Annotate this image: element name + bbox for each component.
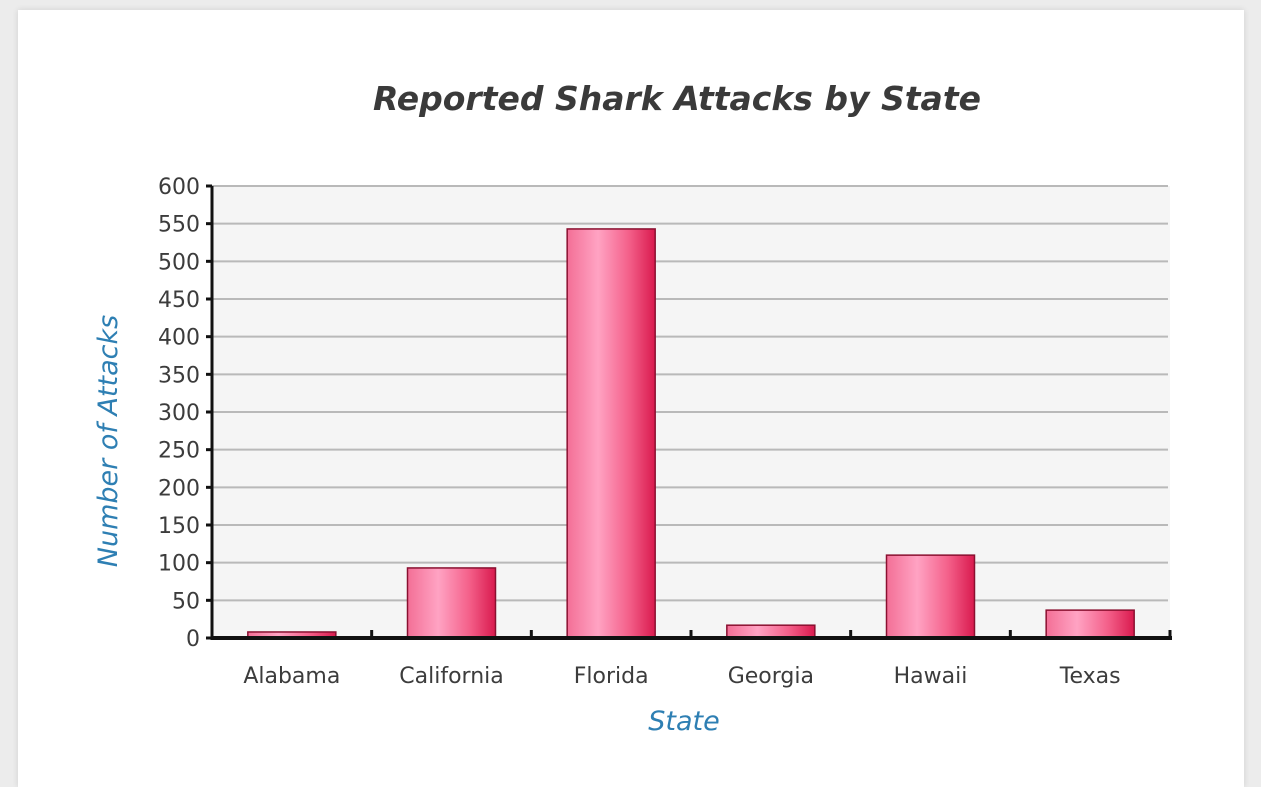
x-tick-label: California bbox=[399, 664, 503, 689]
y-tick-label: 450 bbox=[158, 288, 200, 313]
y-tick-label: 0 bbox=[186, 627, 200, 652]
x-tick-label: Florida bbox=[574, 664, 649, 689]
y-tick-label: 250 bbox=[158, 439, 200, 464]
bar-hawaii bbox=[885, 554, 976, 639]
chart-title: Reported Shark Attacks by State bbox=[373, 79, 981, 118]
x-tick-labels: Alabama California Florida Georgia Hawaii Tex… bbox=[243, 664, 1120, 689]
y-tick-label: 550 bbox=[158, 213, 200, 238]
y-tick-label: 300 bbox=[158, 401, 200, 426]
x-tick-label: Texas bbox=[1059, 664, 1121, 689]
bar-florida bbox=[566, 228, 656, 639]
y-tick-label: 600 bbox=[158, 175, 200, 200]
x-tick-label: Georgia bbox=[728, 664, 814, 689]
x-axis-label: State bbox=[648, 706, 719, 737]
x-tick-label: Hawaii bbox=[894, 664, 968, 689]
bar-texas bbox=[1045, 609, 1135, 639]
y-tick-label: 500 bbox=[158, 250, 200, 275]
y-tick-labels: 0 50 100 150 200 250 300 350 400 450 500 550 600 bbox=[158, 175, 212, 652]
y-tick-label: 350 bbox=[158, 363, 200, 388]
y-tick-label: 400 bbox=[158, 326, 200, 351]
y-tick-label: 150 bbox=[158, 514, 200, 539]
y-tick-label: 100 bbox=[158, 552, 200, 577]
y-axis-label: Number of Attacks bbox=[93, 315, 124, 567]
bars bbox=[247, 228, 1135, 639]
x-tick-label: Alabama bbox=[243, 664, 340, 689]
gridlines bbox=[212, 185, 1168, 602]
bar-california bbox=[406, 567, 497, 639]
y-tick-label: 200 bbox=[158, 476, 200, 501]
y-tick-label: 50 bbox=[172, 589, 200, 614]
